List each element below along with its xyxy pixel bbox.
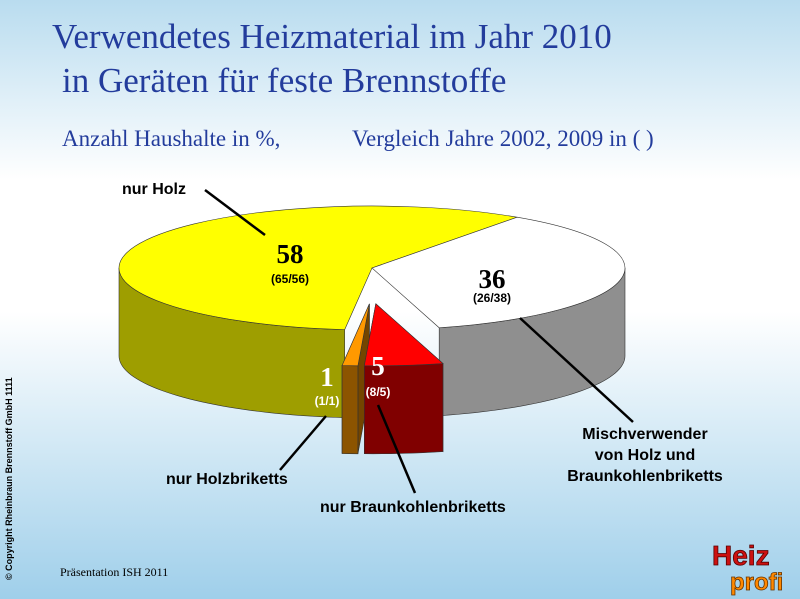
logo: profi bbox=[730, 569, 783, 596]
title-line: in Geräten für feste Brennstoffe bbox=[62, 61, 506, 100]
slice bbox=[118, 205, 519, 330]
leader-line bbox=[519, 317, 634, 423]
comparison-label: (1/1) bbox=[315, 394, 340, 408]
comparison-label: (65/56) bbox=[271, 272, 309, 286]
leader-line bbox=[376, 404, 417, 494]
copyright: © Copyright Rheinbraun Brennstoff GmbH 1… bbox=[4, 377, 14, 580]
slice bbox=[363, 303, 444, 367]
value-label: 58 bbox=[277, 239, 304, 269]
title-line: Verwendetes Heizmaterial im Jahr 2010 bbox=[52, 17, 612, 56]
pie bbox=[118, 205, 626, 455]
slice bbox=[341, 303, 370, 367]
value-label: 5 bbox=[371, 351, 385, 381]
logo: Heiz bbox=[712, 540, 770, 571]
category-label: nur Holzbriketts bbox=[166, 471, 288, 488]
value-label: 1 bbox=[320, 362, 334, 392]
value-label: 36 bbox=[479, 264, 506, 294]
footer-text: Präsentation ISH 2011 bbox=[60, 565, 168, 579]
comparison-label: (8/5) bbox=[366, 385, 391, 399]
labels: 58 (65/56) 36(26/38) 5 (8/5) 1 (1/1) nur Holz nu… bbox=[122, 181, 634, 516]
subtitle: Vergleich Jahre 2002, 2009 in ( ) bbox=[352, 126, 654, 151]
comparison-label: (26/38) bbox=[473, 291, 511, 305]
category-label: nur Braunkohlenbriketts bbox=[320, 499, 506, 516]
subtitle: Anzahl Haushalte in %, bbox=[62, 126, 280, 151]
category-label: nur Holz bbox=[122, 181, 186, 198]
category-label: Mischverwender von Holz und Braunkohlenb… bbox=[567, 426, 723, 485]
slice-side bbox=[341, 365, 359, 455]
leader-line bbox=[279, 415, 327, 471]
leader-line bbox=[204, 189, 266, 236]
slice bbox=[371, 216, 626, 329]
